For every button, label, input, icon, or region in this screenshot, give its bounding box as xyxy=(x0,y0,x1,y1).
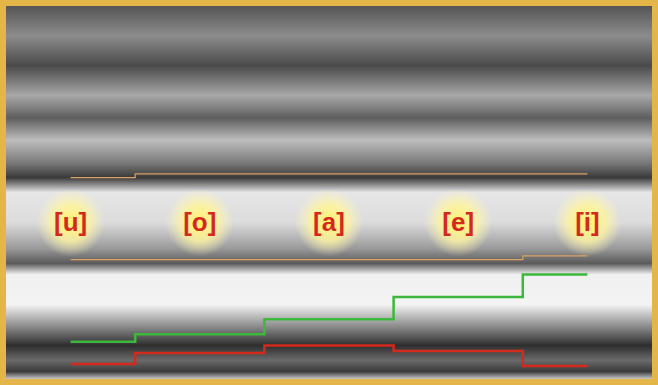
svg-text:[u]: [u] xyxy=(54,207,87,237)
svg-text:[e]: [e] xyxy=(442,207,474,237)
svg-text:[a]: [a] xyxy=(313,207,345,237)
svg-text:[o]: [o] xyxy=(183,207,216,237)
svg-text:[i]: [i] xyxy=(575,207,600,237)
